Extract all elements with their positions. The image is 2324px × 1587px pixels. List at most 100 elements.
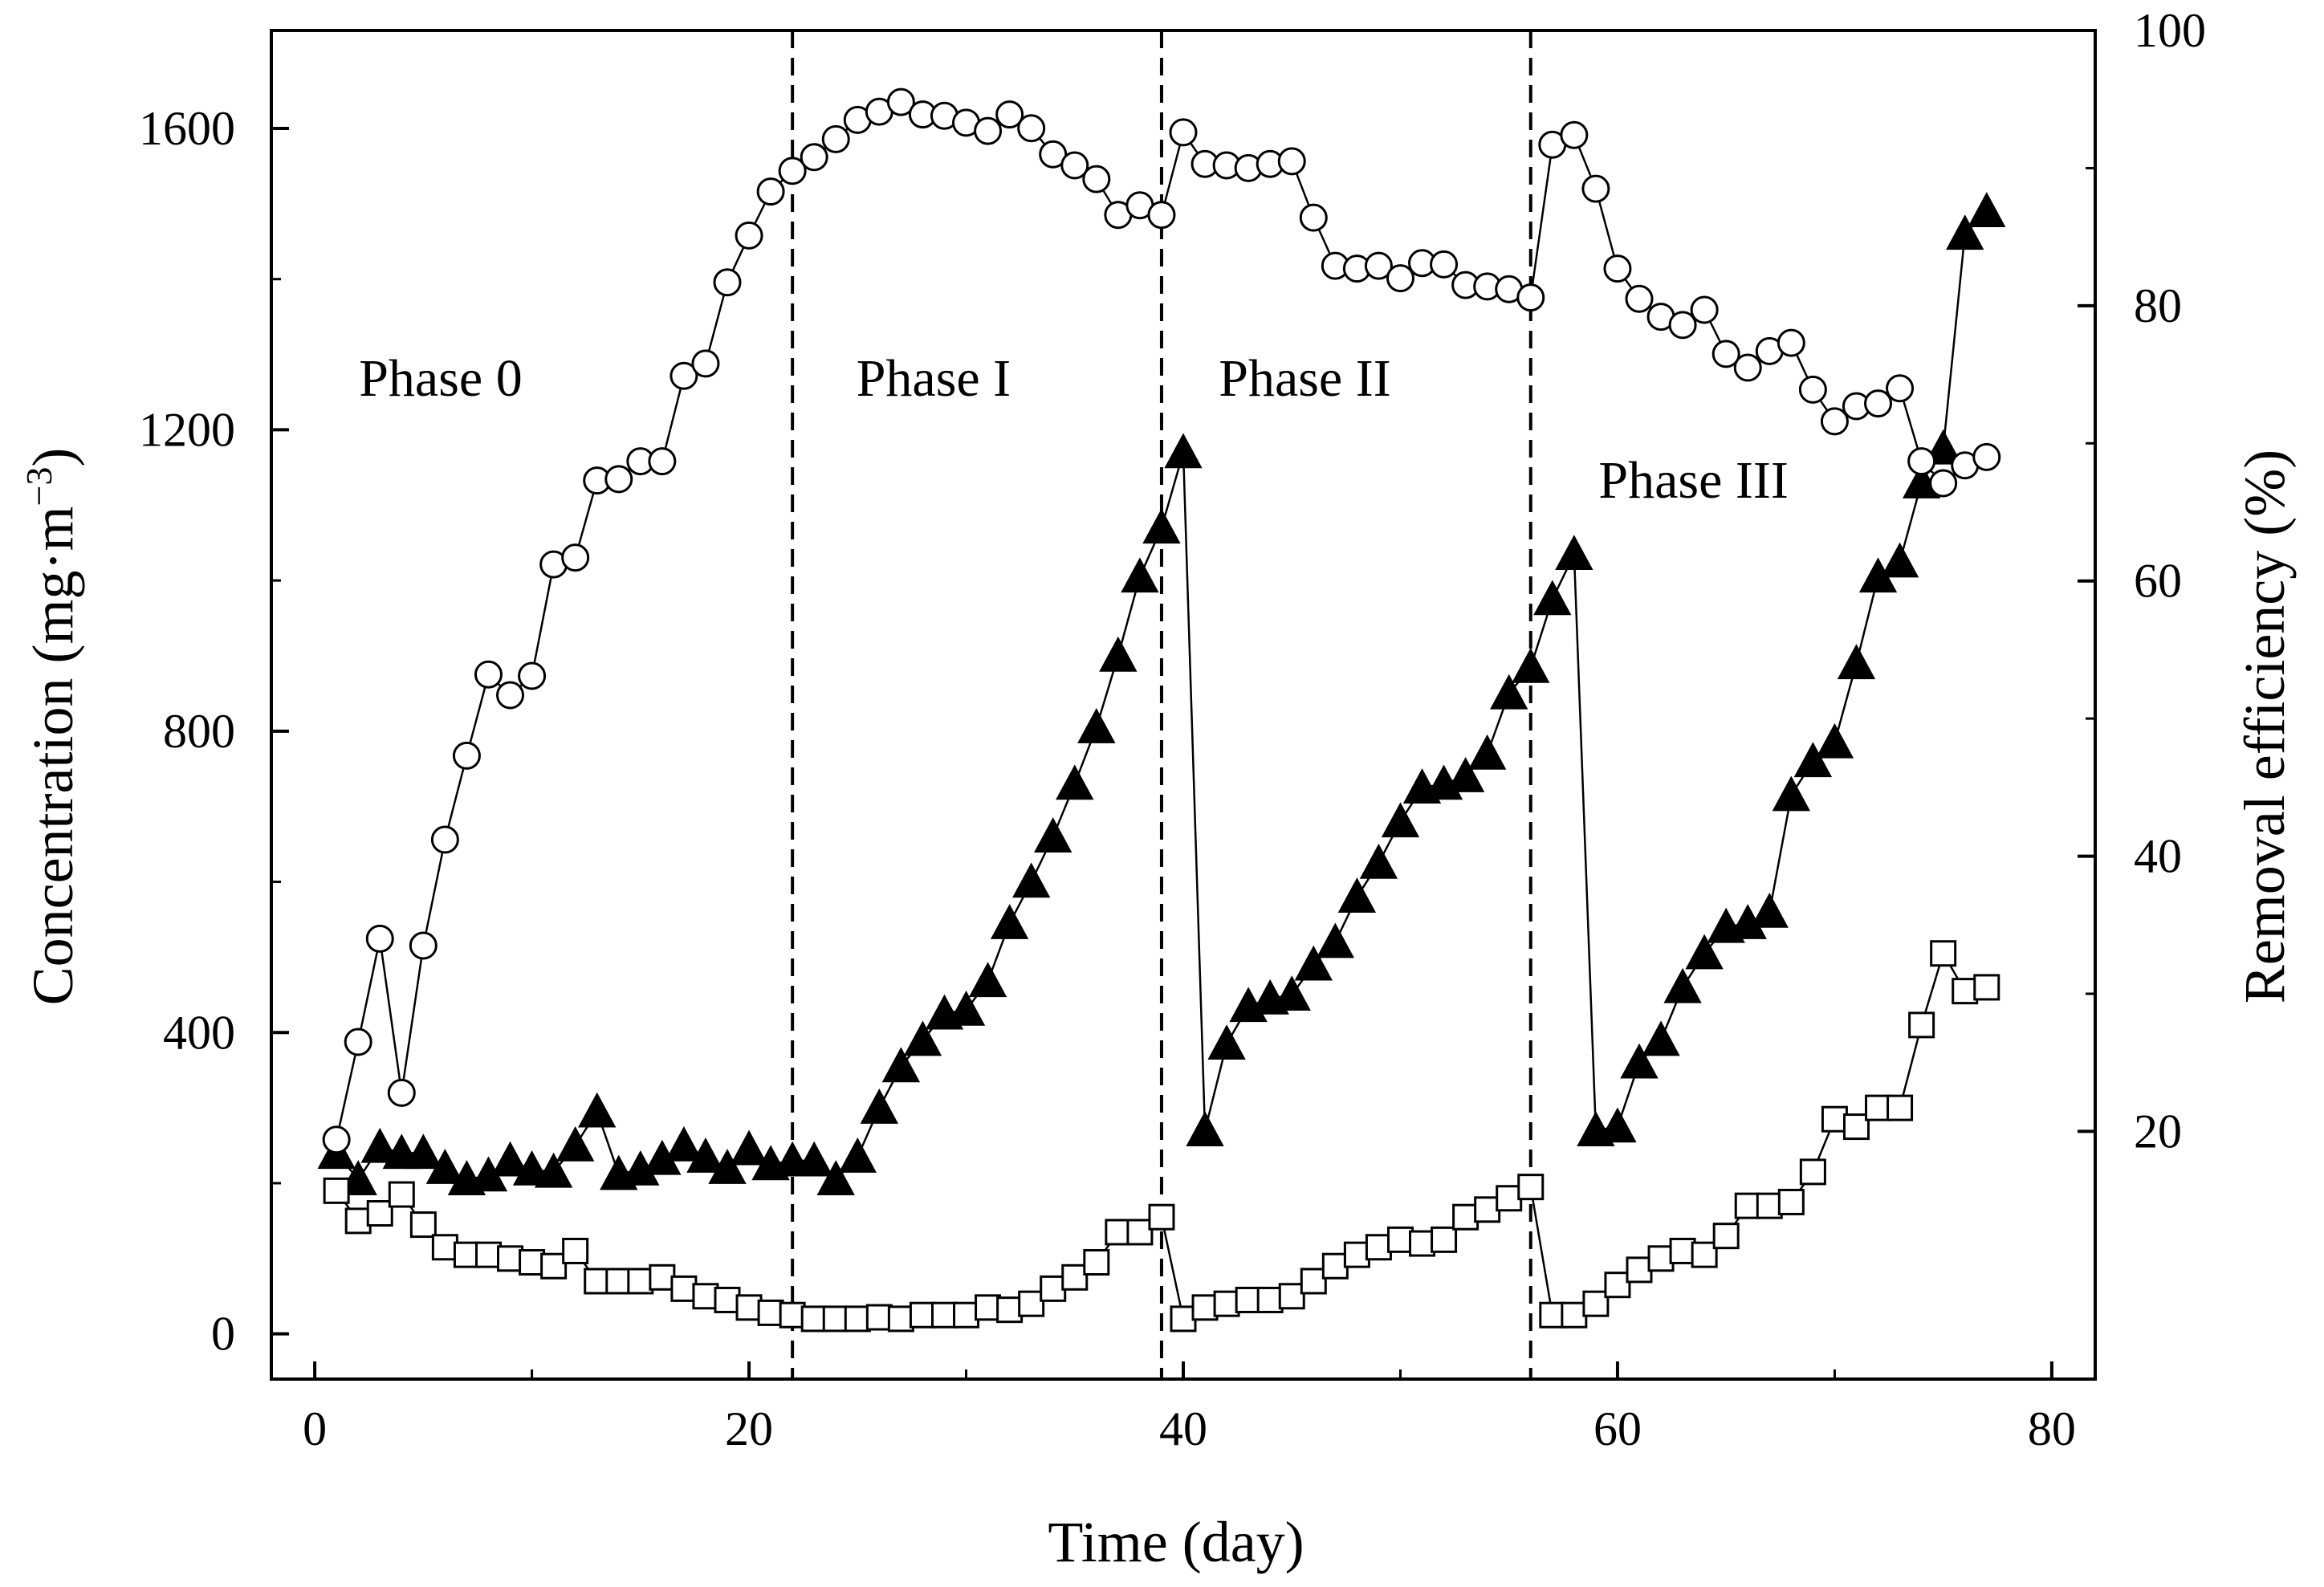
data-point-triangle	[1186, 1111, 1224, 1146]
data-point-circle	[1560, 120, 1589, 149]
data-point-square	[1539, 1301, 1566, 1329]
data-point-triangle	[1793, 742, 1833, 778]
data-point-square	[453, 1241, 480, 1268]
data-point-triangle	[1011, 862, 1051, 898]
data-point-square	[865, 1304, 893, 1331]
data-point-circle	[474, 660, 503, 689]
data-point-square	[1365, 1234, 1392, 1261]
data-point-circle	[1147, 201, 1176, 230]
data-point-circle	[713, 268, 742, 297]
data-point-square	[1105, 1219, 1132, 1246]
right-y-tick-label: 80	[2134, 279, 2182, 332]
data-point-triangle	[1446, 757, 1485, 792]
data-point-square	[735, 1294, 763, 1321]
data-point-triangle	[1099, 636, 1138, 672]
data-point-square	[1235, 1286, 1262, 1313]
data-point-square	[1170, 1305, 1197, 1333]
left-y-tick-label: 1200	[139, 403, 235, 456]
data-point-square	[1821, 1105, 1848, 1133]
data-point-square	[627, 1268, 654, 1295]
data-point-triangle	[686, 1137, 725, 1173]
data-point-square	[409, 1211, 437, 1239]
data-point-square	[1256, 1286, 1284, 1313]
data-point-square	[1126, 1219, 1154, 1246]
data-point-circle	[886, 87, 915, 116]
data-point-square	[497, 1245, 524, 1272]
data-point-triangle	[1142, 508, 1181, 544]
data-point-circle	[778, 157, 807, 185]
data-point-circle	[604, 465, 633, 494]
data-point-square	[1061, 1263, 1089, 1291]
data-point-circle	[1430, 250, 1459, 279]
data-point-square	[1886, 1094, 1914, 1121]
data-point-square	[1386, 1226, 1414, 1253]
data-point-square	[431, 1234, 458, 1261]
right-y-axis-title: Removal efficiency (%)	[2232, 450, 2297, 1003]
data-point-square	[605, 1268, 633, 1295]
data-point-triangle	[1750, 892, 1789, 928]
data-point-triangle	[556, 1125, 595, 1162]
right-y-axis-ticks: 20 40 60 80 100	[2078, 4, 2206, 1158]
right-y-tick-label: 20	[2134, 1105, 2182, 1158]
data-point-circle	[1603, 254, 1632, 283]
data-point-triangle	[490, 1141, 530, 1177]
x-axis-title: Time (day)	[1048, 1510, 1304, 1574]
data-point-circle	[1060, 151, 1089, 180]
phase-labels: Phase 0 Phase I Phase II Phase III	[359, 349, 1789, 510]
data-point-square	[1343, 1241, 1370, 1268]
data-point-triangle	[860, 1089, 899, 1124]
data-point-circle	[1886, 374, 1915, 403]
data-point-square	[323, 1177, 350, 1204]
left-y-axis-title: Concentration (mg·m−3)	[18, 448, 85, 1006]
data-point-square	[1799, 1158, 1826, 1186]
data-point-circle	[1777, 328, 1805, 357]
data-point-circle	[1711, 340, 1740, 368]
x-tick-label: 0	[303, 1402, 327, 1455]
data-point-triangle	[1077, 708, 1116, 743]
x-axis-ticks: 0 20 40 60 80	[303, 1361, 2076, 1455]
data-point-triangle	[1272, 975, 1311, 1011]
data-point-triangle	[1533, 580, 1572, 616]
data-point-square	[1321, 1252, 1349, 1280]
data-point-circle	[691, 349, 720, 378]
data-point-circle	[561, 543, 590, 572]
left-y-axis-title-close: )	[21, 448, 85, 467]
data-point-triangle	[665, 1125, 703, 1162]
phase-boundary-lines	[791, 31, 1532, 1379]
data-point-square	[887, 1305, 914, 1333]
data-point-square	[1278, 1283, 1305, 1310]
data-point-square	[1647, 1245, 1675, 1272]
data-point-circle	[1929, 469, 1958, 498]
data-point-triangle	[795, 1141, 833, 1177]
data-point-square	[996, 1296, 1024, 1324]
x-tick-label: 40	[1159, 1402, 1207, 1455]
phase-label: Phase II	[1219, 349, 1390, 408]
data-point-triangle	[708, 1149, 747, 1184]
data-point-circle	[1516, 283, 1545, 312]
data-point-circle	[518, 661, 547, 690]
data-point-circle	[1972, 442, 2001, 471]
data-point-square	[1908, 1011, 1935, 1039]
data-point-square	[1496, 1185, 1523, 1212]
x-tick-label: 20	[725, 1402, 773, 1455]
data-point-triangle	[1555, 535, 1593, 570]
data-point-triangle	[1946, 214, 1984, 250]
data-point-triangle	[578, 1092, 617, 1128]
data-point-square	[1300, 1268, 1327, 1295]
data-point-square	[1040, 1275, 1067, 1302]
data-point-square	[1148, 1203, 1175, 1231]
data-point-circle	[648, 447, 677, 476]
data-point-circle	[1039, 140, 1068, 169]
data-point-square	[1083, 1249, 1110, 1276]
left-y-tick-label: 1600	[139, 102, 235, 155]
data-point-circle	[1277, 147, 1306, 176]
data-point-circle	[821, 124, 850, 153]
data-point-square	[1865, 1094, 1892, 1121]
series-filled-triangle	[317, 192, 2006, 1195]
data-point-square	[562, 1237, 589, 1264]
data-point-square	[714, 1286, 741, 1313]
data-point-square	[1712, 1223, 1740, 1250]
data-point-triangle	[1316, 922, 1355, 958]
data-point-triangle	[1815, 722, 1854, 759]
data-point-circle	[322, 1125, 351, 1154]
